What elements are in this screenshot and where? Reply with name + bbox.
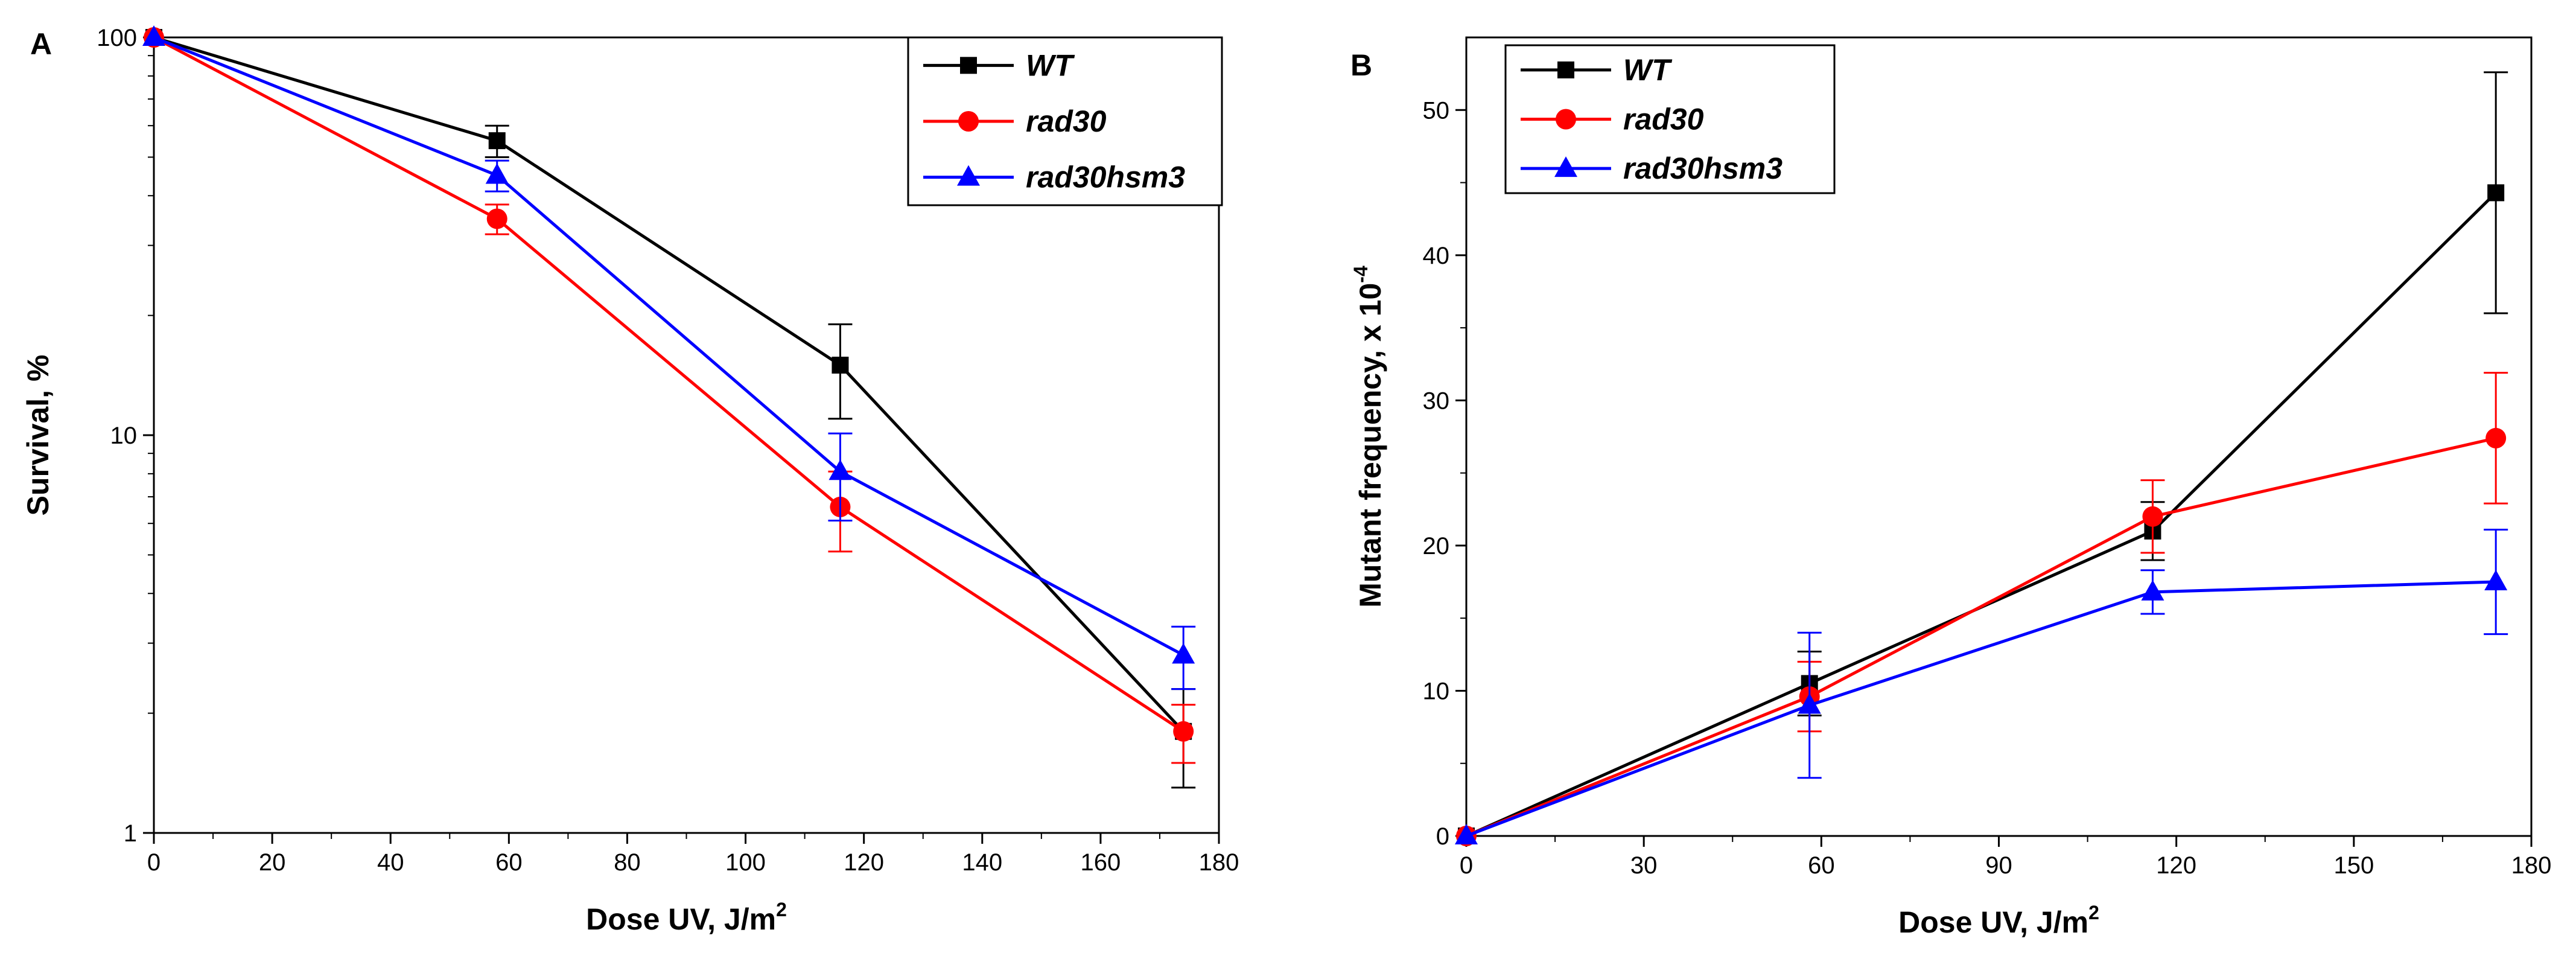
data-point	[142, 25, 165, 46]
x-tick-label: 160	[1081, 849, 1121, 876]
x-axis-title-text: Dose UV, J/m	[1898, 905, 2088, 939]
panel-label: B	[1350, 48, 1372, 82]
y-axis-title-sup: -4	[1350, 266, 1372, 283]
x-tick-label: 180	[2511, 852, 2552, 879]
x-axis-title: Dose UV, J/m2	[1898, 902, 2099, 939]
x-tick-label: 150	[2333, 852, 2374, 879]
y-tick-label: 20	[1423, 533, 1450, 560]
x-axis-title: Dose UV, J/m2	[586, 899, 787, 936]
x-tick-label: 60	[1808, 852, 1835, 879]
series-line	[1466, 580, 2496, 838]
legend-marker	[957, 165, 980, 186]
data-point	[486, 208, 507, 229]
legend-label: rad30hsm3	[1026, 161, 1185, 194]
x-tick-label: 60	[495, 849, 523, 876]
y-axis-ticks: 0 10 20 30 40 50	[1423, 97, 1466, 850]
x-tick-label: 140	[962, 849, 1002, 876]
chart-panel-a: 0 20 40 60 80 100 120 140 160 180 1 10 100 Dose UV, J…	[21, 25, 1239, 936]
x-tick-label: 0	[1460, 852, 1473, 879]
legend-marker	[958, 111, 979, 132]
panel-label: A	[30, 27, 52, 61]
y-axis-title: Survival, %	[21, 355, 55, 516]
data-point	[2141, 579, 2164, 601]
series-line	[153, 36, 1185, 733]
series-line	[1465, 191, 2497, 838]
legend-marker	[1557, 61, 1574, 78]
series-rad30	[1456, 372, 2508, 846]
y-tick-label: 10	[1423, 678, 1450, 704]
data-point	[828, 459, 852, 480]
x-tick-label: 100	[725, 849, 766, 876]
data-point	[2487, 184, 2505, 202]
data-point	[1798, 693, 1821, 714]
x-axis-title-text: Dose UV, J/m	[586, 902, 776, 936]
series-line	[153, 36, 1185, 657]
y-tick-label: 10	[110, 423, 138, 449]
x-axis-title-sup: 2	[776, 899, 787, 920]
legend-marker	[960, 57, 977, 74]
y-tick-label: 50	[1423, 97, 1450, 124]
data-point	[485, 163, 509, 184]
x-tick-label: 30	[1630, 852, 1658, 879]
data-point	[1173, 721, 1194, 742]
y-axis-title-text: Survival, %	[21, 355, 55, 516]
y-tick-label: 30	[1423, 387, 1450, 414]
x-tick-label: 0	[147, 849, 161, 876]
series-rad30hsm3	[142, 25, 1196, 690]
legend-label: rad30	[1026, 104, 1107, 138]
data-point	[2485, 427, 2507, 448]
series-line	[1466, 436, 2496, 838]
y-axis-title: Mutant frequency, x 10-4	[1350, 266, 1387, 608]
legend-marker	[1554, 156, 1577, 177]
x-tick-label: 120	[844, 849, 884, 876]
legend-label: rad30	[1623, 103, 1704, 136]
x-tick-label: 120	[2156, 852, 2196, 879]
y-tick-label: 1	[124, 820, 137, 847]
x-tick-label: 90	[1985, 852, 2012, 879]
x-axis-title-sup: 2	[2088, 902, 2099, 923]
x-tick-label: 180	[1199, 849, 1239, 876]
data-point	[488, 132, 506, 150]
y-axis-title-text: Mutant frequency, x 10	[1353, 283, 1387, 608]
data-point	[1455, 824, 1478, 844]
x-axis-ticks: 0 30 60 90 120 150 180	[1460, 836, 2552, 879]
x-axis-ticks: 0 20 40 60 80 100 120 140 160 180	[147, 833, 1239, 876]
series-rad30hsm3	[1455, 528, 2508, 844]
data-point	[1172, 643, 1195, 664]
series-line	[153, 36, 1185, 733]
x-tick-label: 20	[259, 849, 286, 876]
y-tick-label: 100	[97, 25, 137, 51]
legend-marker	[1556, 109, 1576, 130]
legend-label: WT	[1623, 53, 1673, 87]
data-point	[2484, 570, 2508, 591]
legend-label: rad30hsm3	[1623, 151, 1783, 185]
y-tick-label: 0	[1436, 823, 1449, 850]
y-tick-label: 40	[1423, 243, 1450, 269]
y-axis-ticks: 1 10 100	[97, 25, 154, 847]
x-tick-label: 80	[614, 849, 641, 876]
data-point	[832, 356, 849, 374]
legend: WT rad30 rad30hsm3	[907, 36, 1223, 206]
legend-label: WT	[1026, 48, 1075, 82]
data-point	[2142, 506, 2163, 527]
legend: WT rad30 rad30hsm3	[1504, 44, 1836, 194]
x-tick-label: 40	[377, 849, 404, 876]
chart-panel-b: 0 30 60 90 120 150 180 0 10 20 30 40 50 Dose UV, J/m2…	[1350, 36, 2552, 939]
